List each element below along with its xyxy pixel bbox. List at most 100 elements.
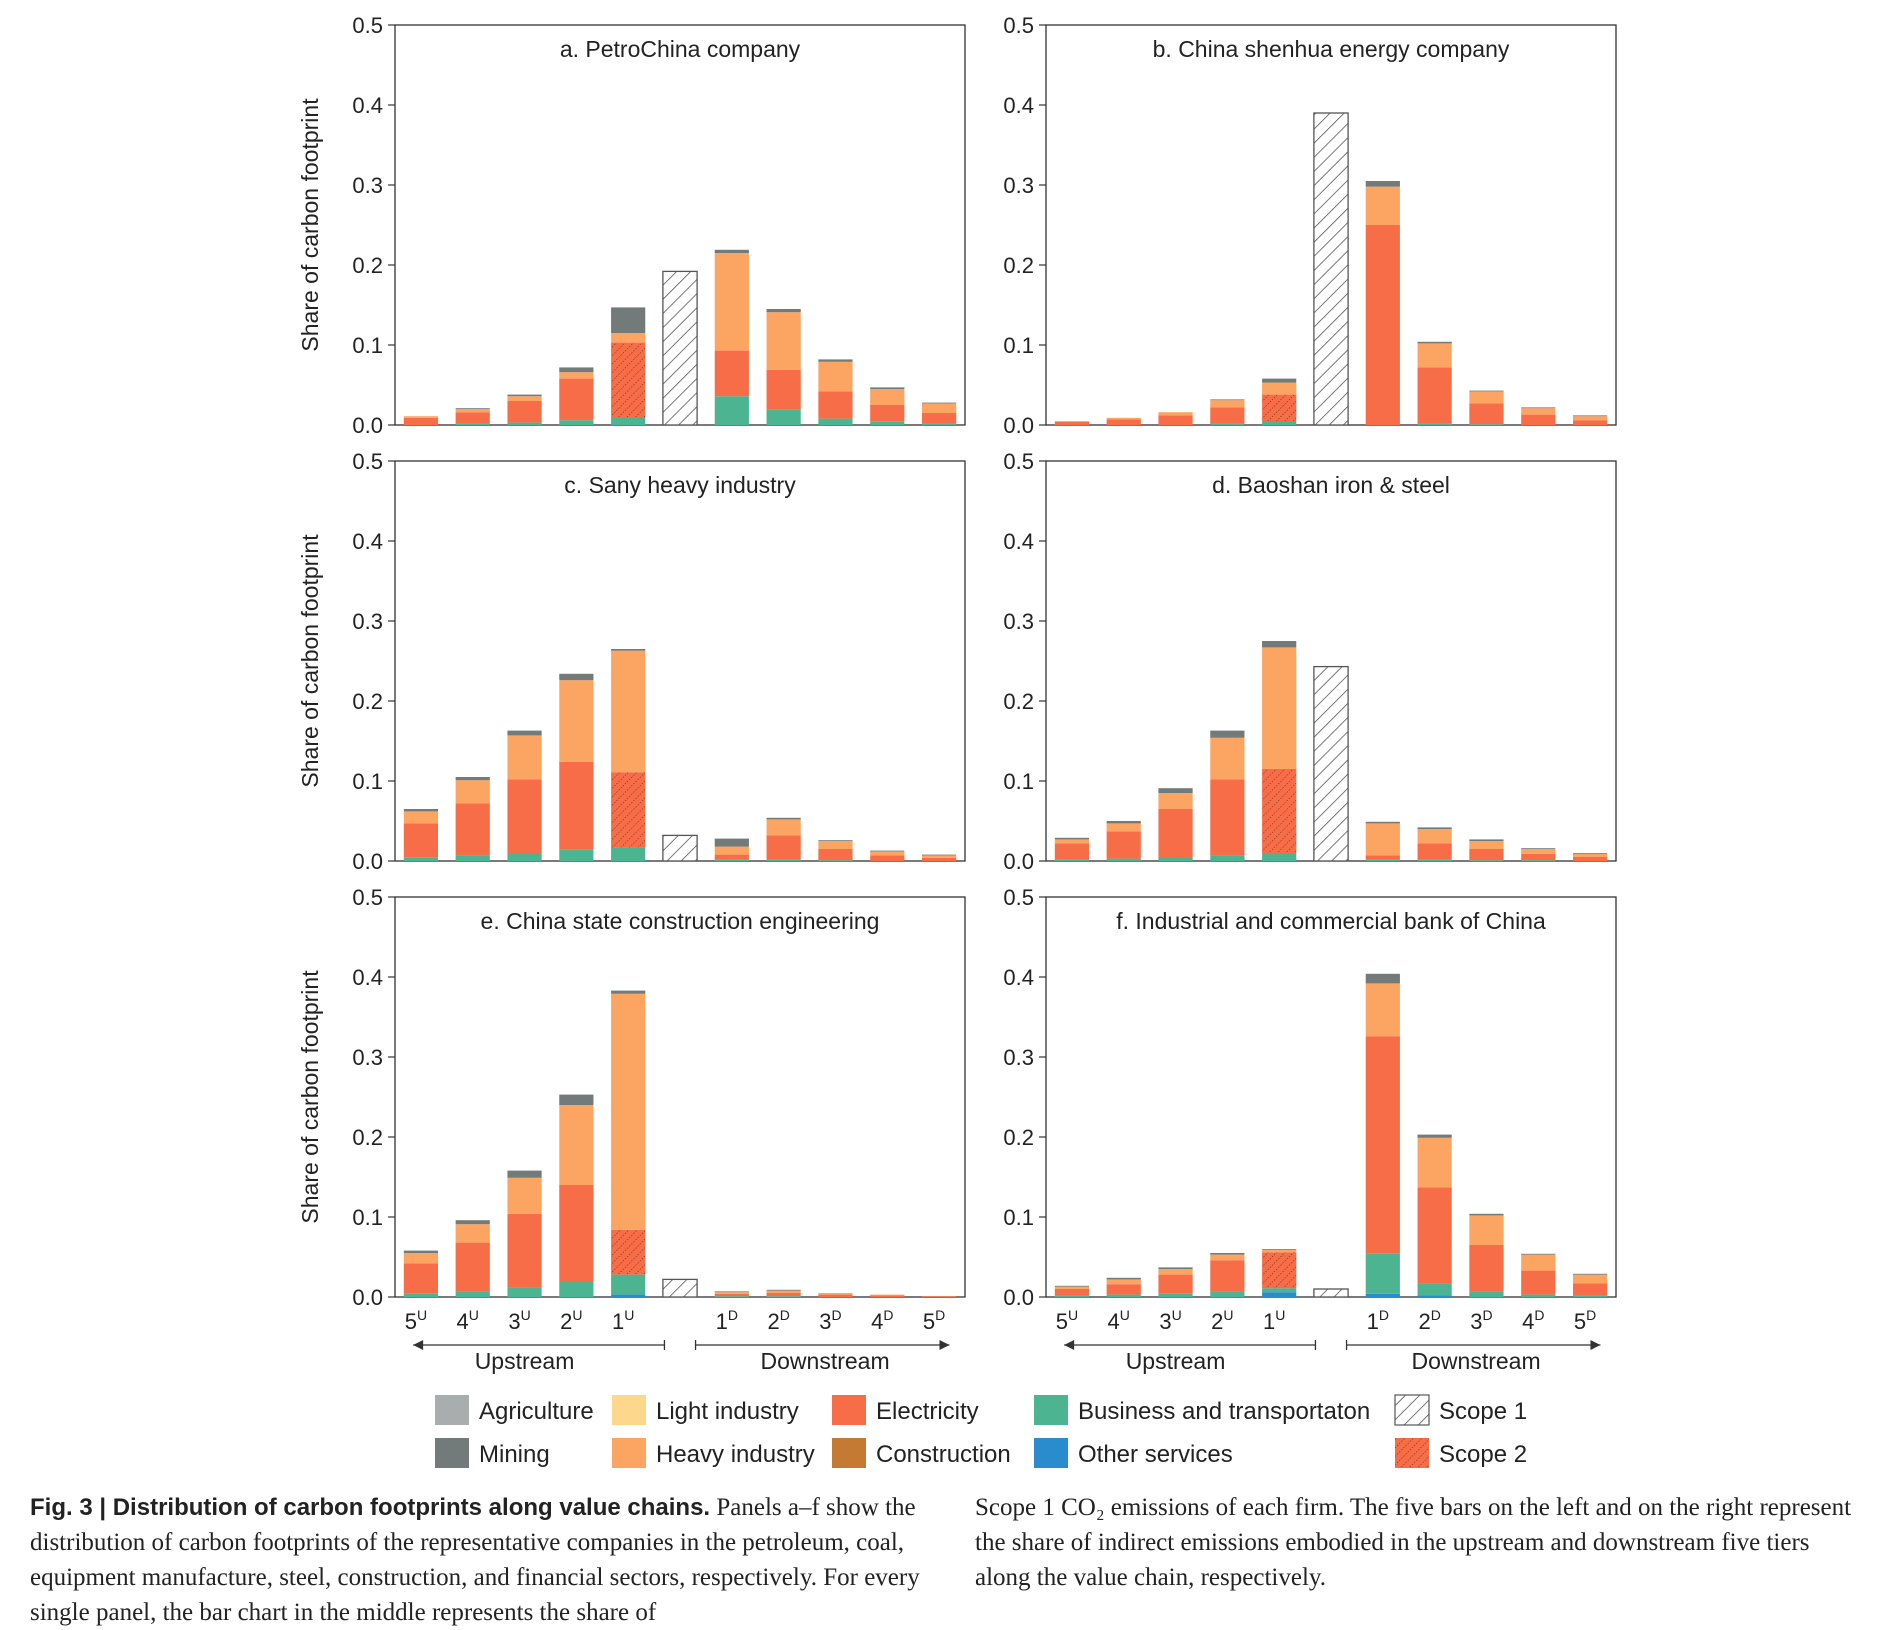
y-tick-label: 0.4 [352, 93, 383, 118]
bar-segment-mining [1417, 1134, 1452, 1138]
bar-segment-business-and-transportaton [1054, 1295, 1090, 1297]
bar-segment-business-and-transportaton [1158, 1293, 1193, 1297]
x-tick-superscript: D [1534, 1307, 1544, 1323]
bar-segment-heavy-industry [714, 1292, 749, 1294]
bar-segment-mining [1262, 641, 1297, 648]
x-tick-superscript: D [728, 1307, 738, 1323]
bar-segment-electricity [455, 803, 490, 856]
legend-item-mining: Mining [435, 1438, 550, 1468]
bar-segment-heavy-industry [559, 680, 594, 762]
bar-segment-mining [1210, 399, 1245, 401]
panel-c: 0.0 0.1 0.2 0.3 0.4 0.5 Share of carbon footpr… [297, 449, 966, 874]
bar-segment-electricity [1158, 809, 1193, 857]
y-tick-label: 0.0 [352, 413, 383, 438]
bar-segment-electricity [1054, 421, 1090, 425]
legend-label: Mining [479, 1441, 550, 1468]
bar-segment-heavy-industry [921, 403, 957, 413]
panel-d: 0.0 0.1 0.2 0.3 0.4 0.5 d. Baoshan iron & stee… [1003, 449, 1617, 874]
bar-segment-electricity [870, 855, 905, 861]
bar-segment-heavy-industry [1106, 417, 1141, 420]
bar-segment-mining [1469, 1213, 1504, 1216]
caption-left-column: Fig. 3 | Distribution of carbon footprin… [30, 1490, 940, 1630]
bar-segment-mining [1262, 1249, 1297, 1250]
bar-segment-electricity [559, 761, 594, 850]
bar-segment-business-and-transportaton [403, 857, 439, 861]
bar-segment-mining [818, 359, 853, 362]
bar-segment-heavy-industry [1521, 408, 1556, 415]
bar-segment-heavy-industry [818, 361, 853, 392]
x-tick-label: 4U [1108, 1307, 1130, 1334]
bar-segment-heavy-industry [455, 1224, 490, 1243]
upstream-arrowhead [1064, 1340, 1075, 1350]
x-tick-label: 5U [405, 1307, 427, 1334]
y-tick-label: 0.5 [1003, 449, 1034, 474]
upstream-label: Upstream [1126, 1348, 1226, 1374]
x-tick-superscript: U [572, 1307, 582, 1323]
bar-segment-heavy-industry [1106, 1279, 1141, 1285]
bar-segment-mining [403, 1250, 439, 1253]
bar-segment-business-and-transportaton [403, 1293, 439, 1297]
bar-segment-heavy-industry [1210, 737, 1245, 780]
legend-swatch [435, 1395, 469, 1425]
bar-segment-heavy-industry [870, 1294, 905, 1296]
legend-label: Heavy industry [656, 1441, 815, 1468]
bar-segment-mining [1210, 1253, 1245, 1255]
legend-swatch [612, 1438, 646, 1468]
bar-segment-electricity [1158, 1274, 1193, 1294]
bar-segment-mining [611, 307, 646, 333]
bar-segment-heavy-industry [1210, 400, 1245, 408]
bar-segment-business-and-transportaton [507, 1287, 542, 1297]
bar-segment-mining [1521, 1253, 1556, 1255]
bar-segment-heavy-industry [611, 993, 646, 1230]
bar-segment-electricity [1054, 843, 1090, 860]
bar-segment-electricity [818, 1294, 853, 1297]
bar-segment-electricity [1521, 853, 1556, 861]
x-tick-label: 4U [457, 1307, 479, 1334]
bar-segment-heavy-industry [1469, 1215, 1504, 1245]
bar-segment-mining [1417, 341, 1452, 344]
bar-segment-heavy-industry [921, 855, 957, 858]
bar-segment-mining [1469, 390, 1504, 392]
bar-segment-mining [766, 309, 801, 313]
bar-segment-heavy-industry [1417, 829, 1452, 844]
scope1-bar [1313, 112, 1349, 426]
bar-segment-business-and-transportaton [611, 847, 646, 861]
panel-title: c. Sany heavy industry [564, 472, 796, 498]
bar-segment-mining [1469, 839, 1504, 841]
bar-segment-business-and-transportaton [1417, 423, 1452, 425]
upstream-arrowhead [413, 1340, 424, 1350]
bar-segment-electricity [1417, 367, 1452, 424]
bar-segment-heavy-industry [818, 841, 853, 849]
bar-segment-mining [1572, 853, 1608, 854]
bar-segment-heavy-industry [1158, 1269, 1193, 1275]
bar-segment-mining [559, 1094, 594, 1105]
bar-segment-heavy-industry [1365, 983, 1400, 1037]
x-tick-label: 2D [767, 1307, 789, 1334]
scope1-bar [1313, 1288, 1349, 1298]
x-tick-label: 3U [1159, 1307, 1181, 1334]
y-tick-label: 0.1 [352, 1205, 383, 1230]
bar-segment-heavy-industry [1521, 1254, 1556, 1271]
bar-segment-heavy-industry [455, 780, 490, 804]
y-tick-label: 0.3 [1003, 1045, 1034, 1070]
bar-segment-heavy-industry [1469, 841, 1504, 849]
x-tick-label: 5D [923, 1307, 945, 1334]
legend-label: Other services [1078, 1441, 1233, 1468]
x-tick-superscript: U [1275, 1307, 1285, 1323]
legend-swatch [832, 1395, 866, 1425]
legend-label: Construction [876, 1441, 1011, 1468]
bar-segment-business-and-transportaton [1262, 1288, 1297, 1293]
y-tick-label: 0.1 [352, 769, 383, 794]
bar-segment-electricity [766, 1293, 801, 1297]
bar-segment-mining [611, 649, 646, 651]
y-tick-label: 0.4 [352, 529, 383, 554]
bar-segment-business-and-transportaton [714, 859, 749, 861]
bar-segment-mining [766, 1289, 801, 1291]
y-tick-label: 0.3 [352, 609, 383, 634]
upstream-label: Upstream [475, 1348, 575, 1374]
x-tick-superscript: U [1172, 1307, 1182, 1323]
x-tick-superscript: D [935, 1307, 945, 1323]
bar-segment-heavy-industry [1262, 647, 1297, 769]
bottom-axis-group: 5U 4U 3U 2U 1U 1D 2D 3D 4D 5D Upstream Downstream 5U… [405, 1307, 1601, 1374]
